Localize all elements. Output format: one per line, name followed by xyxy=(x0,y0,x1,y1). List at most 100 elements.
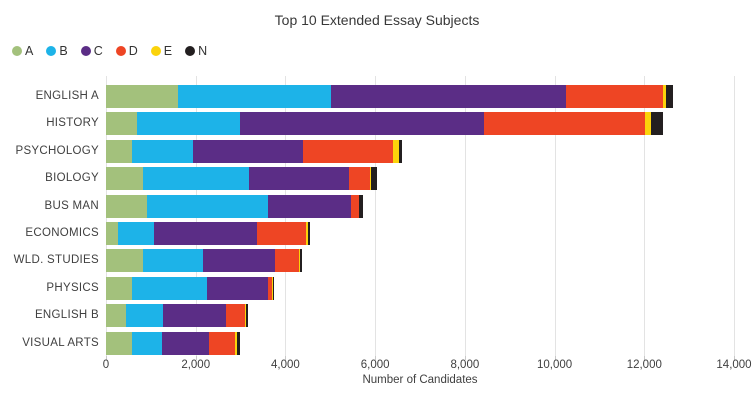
legend-dot-icon xyxy=(115,46,126,56)
category-label: PHYSICS xyxy=(46,281,99,294)
legend-item-E: E xyxy=(150,44,173,58)
bar-segment-A xyxy=(106,249,143,273)
bar-segment-E xyxy=(271,276,273,300)
legend-label: C xyxy=(93,44,103,58)
bar-row xyxy=(106,112,664,136)
category-label: ECONOMICS xyxy=(25,227,99,239)
bar-row xyxy=(106,139,403,163)
bar-segment-B xyxy=(142,167,250,191)
legend-dot-icon xyxy=(46,46,57,56)
x-tick-mark xyxy=(464,356,466,360)
category-label: BIOLOGY xyxy=(45,172,99,185)
legend-dot-icon xyxy=(80,46,91,56)
bar-segment-E xyxy=(306,222,308,245)
bar-segment-B xyxy=(132,276,208,300)
x-tick-mark xyxy=(554,356,556,360)
bar-segment-E xyxy=(235,331,238,355)
bar-segment-D xyxy=(484,112,645,136)
bar-segment-N xyxy=(300,249,302,273)
legend-dot-icon xyxy=(150,46,161,56)
bar-row xyxy=(106,85,674,108)
bar-segment-A xyxy=(106,194,148,218)
bar-segment-N xyxy=(272,276,275,300)
bar-segment-B xyxy=(177,85,332,108)
chart-title: Top 10 Extended Essay Subjects xyxy=(274,12,480,28)
category-label: BUS MAN xyxy=(44,199,99,212)
bar-segment-D xyxy=(225,304,246,328)
bar-segment-A xyxy=(106,304,126,328)
legend-item-N: N xyxy=(185,44,207,58)
legend-dot-icon xyxy=(12,46,22,56)
bar-segment-B xyxy=(142,249,203,273)
legend-label: B xyxy=(59,44,68,58)
bar-segment-C xyxy=(163,304,226,328)
bar-segment-C xyxy=(193,139,303,163)
x-tick-mark xyxy=(375,356,377,360)
bar-segment-D xyxy=(257,222,307,245)
bar-segment-B xyxy=(125,304,164,328)
bar-segment-A xyxy=(106,222,119,245)
x-tick-mark xyxy=(734,356,735,360)
bar-segment-N xyxy=(245,304,249,328)
bar-segment-A xyxy=(106,139,133,163)
x-tick-label: 6,000 xyxy=(360,359,390,371)
bar-segment-A xyxy=(106,331,132,355)
bar-segment-E xyxy=(299,249,301,273)
bar-segment-A xyxy=(106,112,138,136)
category-label: ENGLISH B xyxy=(34,309,99,322)
x-tick-mark xyxy=(106,356,107,360)
legend-dot-icon xyxy=(185,46,196,56)
bar-row xyxy=(106,167,377,191)
bar-segment-E xyxy=(358,194,360,218)
gridline xyxy=(644,76,646,356)
bar-segment-B xyxy=(118,222,155,245)
legend-item-C: C xyxy=(80,44,103,58)
x-tick-label: 0 xyxy=(102,359,110,371)
x-tick-label: 10,000 xyxy=(536,359,573,371)
bar-segment-D xyxy=(351,194,359,218)
category-label: VISUAL ARTS xyxy=(22,336,99,349)
gridline xyxy=(464,76,466,356)
gridline xyxy=(375,76,377,356)
bar-row xyxy=(106,249,302,273)
legend-item-B: B xyxy=(46,44,68,58)
x-tick-mark xyxy=(285,356,287,360)
bar-segment-C xyxy=(239,112,485,136)
bar-segment-B xyxy=(147,194,268,218)
legend-item-A: A xyxy=(12,44,33,58)
x-axis-title: Number of Candidates xyxy=(362,374,478,386)
x-tick-label: 4,000 xyxy=(271,359,300,371)
bar-row xyxy=(106,304,249,328)
bar-segment-C xyxy=(331,85,566,108)
bar-segment-E xyxy=(393,139,399,163)
bar-segment-D xyxy=(275,249,300,273)
bar-segment-C xyxy=(202,249,276,273)
bar-segment-C xyxy=(267,194,352,218)
bar-row xyxy=(106,222,310,245)
bar-segment-B xyxy=(132,139,194,163)
bar-segment-C xyxy=(249,167,349,191)
category-label: PSYCHOLOGY xyxy=(15,144,99,157)
x-tick-label: 8,000 xyxy=(450,359,480,371)
legend-label: N xyxy=(198,44,208,58)
bar-segment-D xyxy=(302,139,394,163)
gridline xyxy=(554,76,556,356)
bar-segment-N xyxy=(359,194,363,218)
bar-segment-C xyxy=(154,222,258,245)
bar-segment-N xyxy=(371,167,377,191)
bar-segment-N xyxy=(398,139,403,163)
bar-segment-A xyxy=(106,276,133,300)
bar-segment-D xyxy=(348,167,371,191)
x-tick-mark xyxy=(644,356,646,360)
bar-segment-E xyxy=(663,85,667,108)
legend-label: A xyxy=(25,44,34,58)
bar-segment-D xyxy=(268,276,272,300)
x-tick-label: 14,000 xyxy=(716,359,752,371)
legend-item-D: D xyxy=(115,44,138,58)
bar-segment-E xyxy=(644,112,651,136)
bar-segment-C xyxy=(207,276,269,300)
category-label: ENGLISH A xyxy=(35,90,99,102)
legend-label: E xyxy=(163,44,173,58)
bar-row xyxy=(106,276,275,300)
